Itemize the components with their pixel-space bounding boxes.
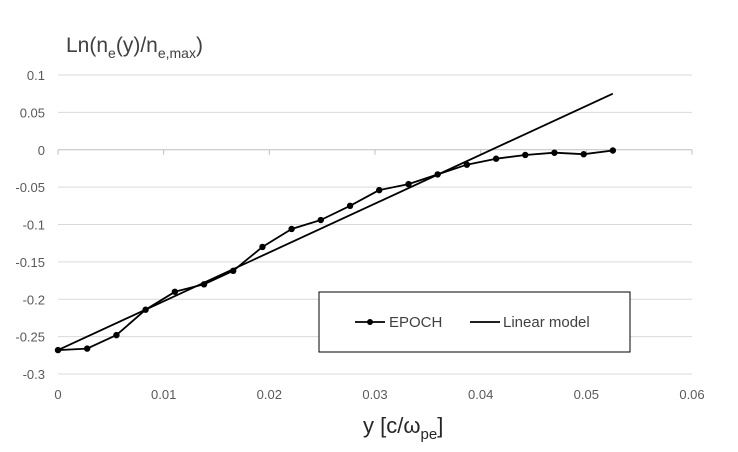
x-tick-label: 0.04: [468, 387, 493, 402]
data-point-epoch: [463, 161, 471, 168]
y-tick-label: -0.3: [23, 367, 45, 382]
y-tick-label: 0.1: [27, 68, 45, 83]
data-point-epoch: [83, 345, 91, 352]
y-tick-label: 0.05: [20, 105, 45, 120]
series-layer: [54, 92, 617, 354]
y-tick-label: -0.1: [23, 218, 45, 233]
legend: EPOCH Linear model: [318, 291, 631, 353]
data-point-epoch: [346, 202, 354, 210]
data-point-epoch: [113, 331, 120, 339]
x-axis-label: y [c/ωpe]: [363, 413, 443, 443]
data-point-epoch: [405, 180, 412, 188]
y-tick-labels: 0.1 0.05 0 -0.05 -0.1 -0.15 -0.2 -0.25 -0.3: [15, 68, 45, 382]
data-point-epoch: [551, 149, 558, 156]
x-tick-label: 0: [54, 387, 61, 402]
data-point-epoch: [609, 147, 617, 154]
y-tick-label: -0.2: [23, 292, 45, 307]
data-point-epoch: [317, 216, 324, 224]
x-tick-label: 0.05: [574, 387, 599, 402]
data-point-epoch: [522, 151, 529, 159]
x-tick-label: 0.03: [362, 387, 387, 402]
data-point-epoch: [376, 186, 383, 194]
legend-epoch-marker: [367, 319, 373, 325]
data-point-epoch: [580, 151, 587, 158]
x-tick-labels: 0 0.01 0.02 0.03 0.04 0.05 0.06: [54, 387, 704, 402]
data-point-epoch: [492, 155, 500, 162]
y-tick-label: -0.25: [15, 330, 45, 345]
x-tick-label: 0.06: [679, 387, 704, 402]
y-tick-label: 0: [38, 143, 45, 158]
y-tick-label: -0.15: [15, 255, 45, 270]
y-axis-label: Ln(ne(y)/ne,max): [66, 34, 203, 61]
legend-epoch-label: EPOCH: [389, 314, 442, 331]
data-point-epoch: [171, 288, 179, 295]
y-tick-label: -0.05: [15, 180, 45, 195]
series-line-linear-model: [57, 92, 614, 351]
x-tick-label: 0.01: [151, 387, 176, 402]
data-point-epoch: [288, 225, 295, 233]
legend-linear-label: Linear model: [503, 314, 590, 331]
x-tick-label: 0.02: [257, 387, 282, 402]
data-point-epoch: [259, 243, 266, 251]
